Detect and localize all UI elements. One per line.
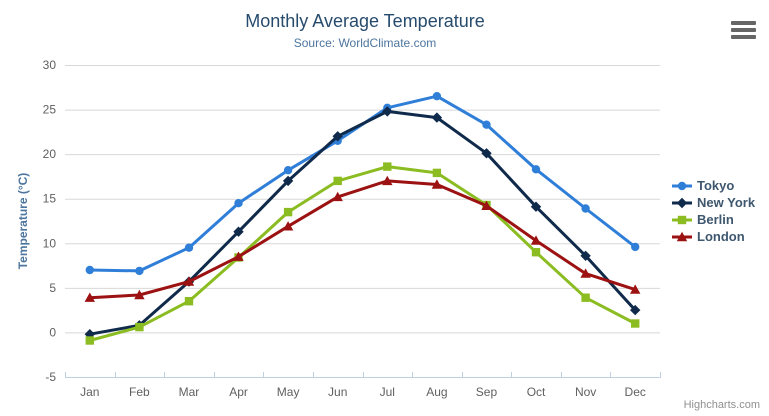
- x-axis-tick-label: Nov: [575, 385, 596, 399]
- y-axis-tick-label: 5: [49, 281, 56, 295]
- x-axis-tick-label: Apr: [229, 385, 248, 399]
- export-menu-button[interactable]: [731, 21, 756, 39]
- x-axis-tick-label: Oct: [527, 385, 546, 399]
- y-axis-labels: -5 0 5 10 15 20 25 30: [43, 58, 57, 384]
- x-axis-tick-label: Feb: [129, 385, 150, 399]
- x-axis-ticks: [65, 372, 661, 378]
- gridlines: [65, 65, 660, 334]
- legend-item-london[interactable]: London: [672, 228, 755, 245]
- x-axis-tick-label: Jun: [328, 385, 347, 399]
- x-axis-tick-label: Jan: [80, 385, 99, 399]
- y-axis-tick-label: 15: [43, 192, 57, 206]
- legend-label: New York: [697, 195, 756, 210]
- legend-triangle-icon: [672, 231, 692, 241]
- legend-label: London: [697, 229, 745, 244]
- legend: Tokyo New York Berlin London: [672, 177, 755, 245]
- legend-square-icon: [672, 215, 692, 224]
- series-new-york[interactable]: [84, 106, 641, 340]
- chart-title: Monthly Average Temperature: [245, 11, 485, 31]
- legend-circle-icon: [672, 181, 692, 190]
- x-axis-tick-label: Mar: [179, 385, 200, 399]
- series-tokyo[interactable]: [85, 92, 640, 276]
- y-axis-title: Temperature (°C): [16, 173, 30, 270]
- hamburger-icon: [731, 21, 756, 39]
- series-london[interactable]: [84, 175, 641, 302]
- x-axis-tick-label: Aug: [426, 385, 447, 399]
- x-axis-tick-label: Sep: [476, 385, 498, 399]
- legend-label: Tokyo: [697, 178, 735, 193]
- y-axis-tick-label: 25: [43, 103, 57, 117]
- legend-label: Berlin: [697, 212, 734, 227]
- legend-diamond-icon: [672, 197, 692, 208]
- legend-item-new-york[interactable]: New York: [672, 194, 755, 211]
- credits-link[interactable]: Highcharts.com: [683, 399, 760, 411]
- y-axis-tick-label: 10: [43, 236, 57, 250]
- legend-item-tokyo[interactable]: Tokyo: [672, 177, 755, 194]
- y-axis-tick-label: 0: [49, 325, 56, 339]
- x-axis-tick-label: Jul: [380, 385, 395, 399]
- y-axis-tick-label: -5: [45, 370, 56, 384]
- series-berlin[interactable]: [85, 162, 640, 345]
- y-axis-tick-label: 20: [43, 147, 57, 161]
- x-axis-labels: Jan Feb Mar Apr May Jun Jul Aug Sep Oct Nov Dec: [80, 385, 646, 399]
- y-axis-tick-label: 30: [43, 58, 57, 72]
- chart-subtitle: Source: WorldClimate.com: [293, 36, 437, 50]
- legend-item-berlin[interactable]: Berlin: [672, 211, 755, 228]
- x-axis-tick-label: Dec: [625, 385, 646, 399]
- x-axis-tick-label: May: [277, 385, 300, 399]
